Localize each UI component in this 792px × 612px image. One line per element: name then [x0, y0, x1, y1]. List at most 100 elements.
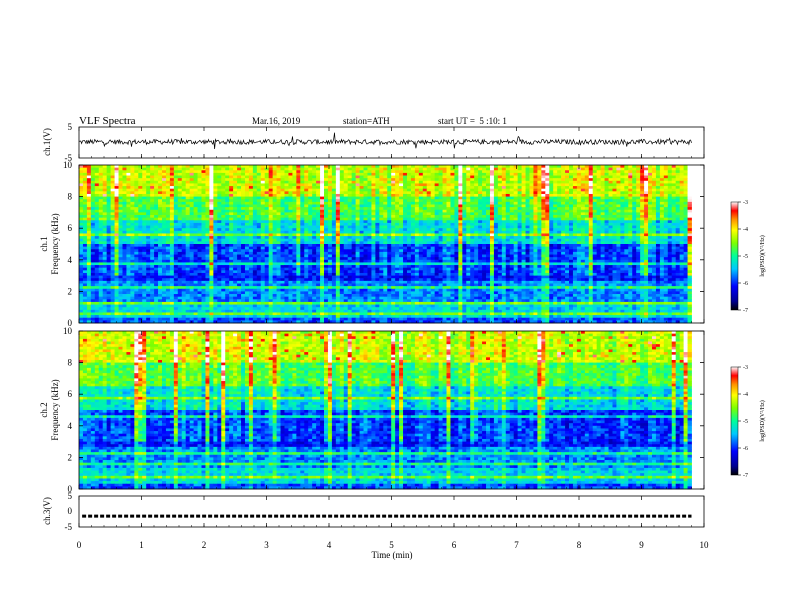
- spectrogram-cell: [277, 220, 281, 223]
- spectrogram-cell: [411, 212, 415, 215]
- spectrogram-cell: [340, 228, 344, 231]
- spectrogram-cell: [605, 207, 609, 210]
- spectrogram-cell: [371, 191, 375, 194]
- spectrogram-cell: [466, 165, 470, 168]
- spectrogram-cell: [427, 239, 431, 242]
- spectrogram-cell: [510, 176, 514, 179]
- spectrogram-cell: [348, 228, 352, 231]
- spectrogram-cell: [589, 189, 593, 192]
- spectrogram-cell: [589, 191, 593, 194]
- spectrogram-cell: [371, 189, 375, 192]
- spectrogram-cell: [676, 170, 680, 173]
- spectrogram-cell: [589, 212, 593, 215]
- spectrogram-cell: [205, 226, 209, 229]
- spectrogram-cell: [664, 197, 668, 200]
- spectrogram-cell: [628, 215, 632, 218]
- spectrogram-cell: [387, 173, 391, 176]
- spectrogram-cell: [419, 241, 423, 244]
- spectrogram-cell: [130, 233, 134, 236]
- spectrogram-cell: [87, 205, 91, 208]
- spectrogram-cell: [383, 207, 387, 210]
- spectrogram-cell: [324, 231, 328, 234]
- spectrogram-cell: [300, 199, 304, 202]
- spectrogram-cell: [518, 212, 522, 215]
- spectrogram-cell: [668, 215, 672, 218]
- spectrogram-cell: [103, 239, 107, 242]
- spectrogram-cell: [589, 236, 593, 239]
- spectrogram-cell: [573, 181, 577, 184]
- spectrogram-cell: [360, 205, 364, 208]
- spectrogram-cell: [609, 191, 613, 194]
- spectrogram-cell: [506, 173, 510, 176]
- spectrogram-cell: [194, 212, 198, 215]
- spectrogram-cell: [225, 218, 229, 221]
- spectrogram-cell: [403, 210, 407, 213]
- spectrogram-cell: [166, 191, 170, 194]
- spectrogram-cell: [360, 178, 364, 181]
- spectrogram-cell: [308, 247, 312, 250]
- spectrogram-cell: [569, 231, 573, 234]
- spectrogram-cell: [170, 226, 174, 229]
- spectrogram-cell: [182, 202, 186, 205]
- spectrogram-cell: [589, 241, 593, 244]
- spectrogram-cell: [300, 170, 304, 173]
- spectrogram-cell: [494, 183, 498, 186]
- spectrogram-cell: [529, 205, 533, 208]
- spectrogram-cell: [533, 186, 537, 189]
- spectrogram-cell: [277, 191, 281, 194]
- spectrogram-cell: [585, 202, 589, 205]
- spectrogram-cell: [166, 239, 170, 242]
- spectrogram-cell: [549, 210, 553, 213]
- spectrogram-cell: [134, 231, 138, 234]
- spectrogram-cell: [245, 236, 249, 239]
- spectrogram-cell: [616, 244, 620, 247]
- spectrogram-cell: [466, 173, 470, 176]
- spectrogram-cell: [458, 191, 462, 194]
- spectrogram-cell: [447, 223, 451, 226]
- spectrogram-cell: [470, 228, 474, 231]
- spectrogram-cell: [344, 236, 348, 239]
- spectrogram-cell: [83, 244, 87, 247]
- spectrogram-cell: [407, 194, 411, 197]
- spectrogram-cell: [609, 173, 613, 176]
- spectrogram-cell: [482, 247, 486, 250]
- spectrogram-cell: [257, 218, 261, 221]
- spectrogram-cell: [581, 178, 585, 181]
- spectrogram-cell: [656, 165, 660, 168]
- spectrogram-cell: [122, 239, 126, 242]
- spectrogram-cell: [581, 233, 585, 236]
- spectrogram-cell: [383, 186, 387, 189]
- spectrogram-cell: [573, 226, 577, 229]
- spectrogram-cell: [624, 223, 628, 226]
- spectrogram-cell: [391, 215, 395, 218]
- spectrogram-cell: [150, 194, 154, 197]
- spectrogram-cell: [514, 212, 518, 215]
- spectrogram-cell: [367, 178, 371, 181]
- spectrogram-cell: [162, 199, 166, 202]
- spectrogram-cell: [146, 183, 150, 186]
- spectrogram-cell: [431, 220, 435, 223]
- spectrogram-cell: [458, 178, 462, 181]
- spectrogram-cell: [612, 181, 616, 184]
- spectrogram-cell: [490, 228, 494, 231]
- spectrogram-cell: [435, 191, 439, 194]
- spectrogram-cell: [498, 212, 502, 215]
- spectrogram-cell: [292, 202, 296, 205]
- spectrogram-cell: [364, 199, 368, 202]
- spectrogram-cell: [253, 233, 257, 236]
- spectrogram-cell: [395, 199, 399, 202]
- spectrogram-cell: [379, 233, 383, 236]
- spectrogram-cell: [253, 191, 257, 194]
- spectrogram-cell: [107, 247, 111, 250]
- spectrogram-cell: [233, 197, 237, 200]
- spectrogram-cell: [99, 231, 103, 234]
- spectrogram-cell: [130, 210, 134, 213]
- spectrogram-cell: [213, 202, 217, 205]
- spectrogram-cell: [514, 233, 518, 236]
- spectrogram-cell: [482, 226, 486, 229]
- spectrogram-cell: [367, 199, 371, 202]
- spectrogram-cell: [154, 244, 158, 247]
- spectrogram-cell: [277, 189, 281, 192]
- spectrogram-cell: [502, 205, 506, 208]
- spectrogram-cell: [486, 183, 490, 186]
